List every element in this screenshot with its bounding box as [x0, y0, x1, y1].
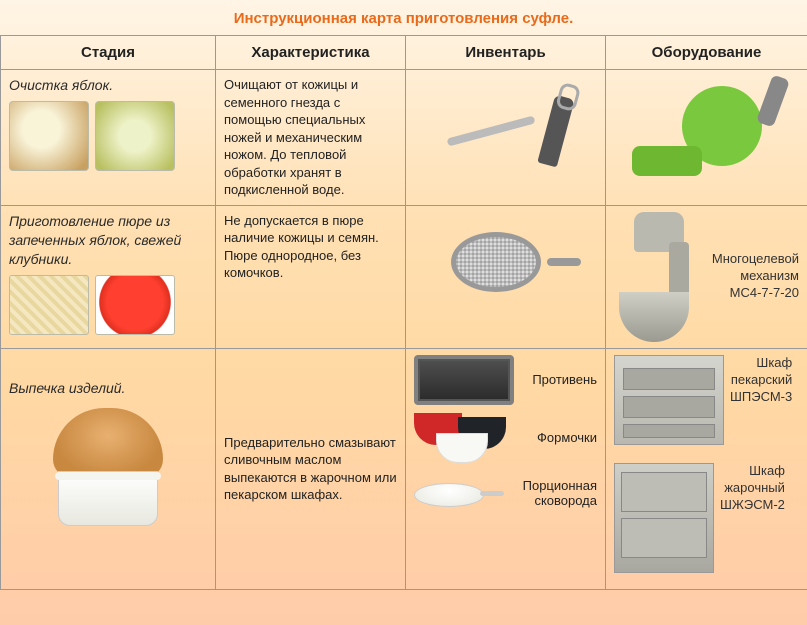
equipment-label: Шкаф пекарский ШПЭСМ-3: [730, 355, 792, 406]
stage-label: Очистка яблок.: [9, 76, 207, 95]
cell-char-3: Предварительно смазывают сливочным масло…: [216, 348, 406, 589]
equipment-label: Многоцелевой механизм МС4-7-7-20: [712, 251, 799, 302]
cell-equip-1: [606, 70, 807, 206]
col-header-stage: Стадия: [1, 36, 216, 70]
cell-inv-3: Противень Формочки Порционная сковорода: [406, 348, 606, 589]
stage-label: Выпечка изделий.: [9, 379, 207, 398]
inventory-label: Противень: [526, 372, 597, 387]
strawberry-puree-photo: [95, 275, 175, 335]
cell-equip-2: Многоцелевой механизм МС4-7-7-20: [606, 205, 807, 348]
table-row: Приготовление пюре из запеченных яблок, …: [1, 205, 807, 348]
apple-peeler-machine-icon: [632, 76, 782, 186]
characteristic-text: Очищают от кожицы и семенного гнезда с п…: [224, 76, 397, 199]
roasting-cabinet-icon: [614, 463, 714, 573]
molds-icon: [414, 413, 514, 463]
inventory-label: Формочки: [531, 430, 597, 445]
peeler-knife-icon: [537, 95, 574, 168]
characteristic-text: Предварительно смазывают сливочным масло…: [224, 434, 397, 504]
souffle-photo: [38, 406, 178, 526]
page-title: Инструкционная карта приготовления суфле…: [0, 0, 807, 35]
apple-photo-2: [95, 101, 175, 171]
cell-char-2: Не допускается в пюре наличие кожицы и с…: [216, 205, 406, 348]
apple-photo-1: [9, 101, 89, 171]
table-row: Выпечка изделий. Предварительно смазываю…: [1, 348, 807, 589]
inventory-label: Порционная сковорода: [517, 478, 597, 508]
peeler-tool-icon: [446, 115, 535, 146]
mixer-machine-icon: [614, 212, 704, 342]
cell-inv-1: [406, 70, 606, 206]
col-header-equipment: Оборудование: [606, 36, 807, 70]
apple-puree-photo: [9, 275, 89, 335]
cell-equip-3: Шкаф пекарский ШПЭСМ-3 Шкаф жарочный ШЖЭ…: [606, 348, 807, 589]
cell-stage-3: Выпечка изделий.: [1, 348, 216, 589]
portion-pan-icon: [414, 475, 504, 515]
cell-stage-2: Приготовление пюре из запеченных яблок, …: [1, 205, 216, 348]
characteristic-text: Не допускается в пюре наличие кожицы и с…: [224, 212, 397, 282]
equipment-label: Шкаф жарочный ШЖЭСМ-2: [720, 463, 785, 514]
instruction-table: Стадия Характеристика Инвентарь Оборудов…: [0, 35, 807, 590]
col-header-characteristic: Характеристика: [216, 36, 406, 70]
table-header-row: Стадия Характеристика Инвентарь Оборудов…: [1, 36, 807, 70]
table-row: Очистка яблок. Очищают от кожицы и семен…: [1, 70, 807, 206]
baking-tray-icon: [414, 355, 514, 405]
cell-inv-2: [406, 205, 606, 348]
baking-cabinet-icon: [614, 355, 724, 445]
cell-stage-1: Очистка яблок.: [1, 70, 216, 206]
col-header-inventory: Инвентарь: [406, 36, 606, 70]
stage-label: Приготовление пюре из запеченных яблок, …: [9, 212, 207, 269]
sieve-icon: [451, 232, 561, 302]
cell-char-1: Очищают от кожицы и семенного гнезда с п…: [216, 70, 406, 206]
